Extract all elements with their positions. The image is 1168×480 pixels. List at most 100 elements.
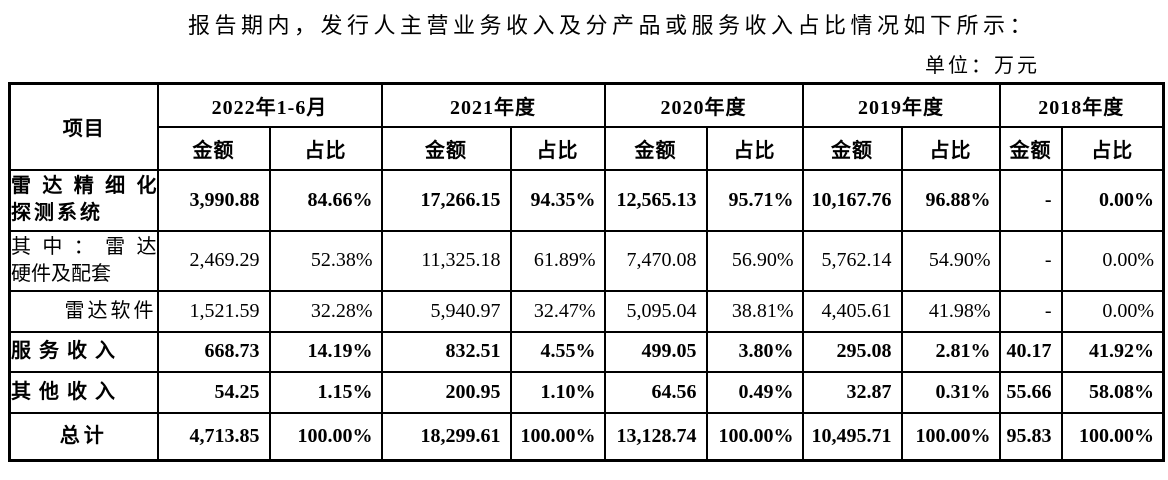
table-row-other-income: 其他收入 54.25 1.15% 200.95 1.10% 64.56 0.49… bbox=[8, 370, 1165, 414]
col-subheader-amount-2021: 金额 bbox=[380, 125, 512, 171]
ratio-cell: 38.81% bbox=[705, 289, 804, 333]
ratio-cell: 61.89% bbox=[509, 229, 606, 292]
row-label-line: 其中：雷达 bbox=[11, 235, 157, 258]
amount-cell: 5,940.97 bbox=[380, 289, 512, 333]
amount-cell: 32.87 bbox=[801, 370, 903, 414]
amount-cell: 832.51 bbox=[380, 330, 512, 373]
ratio-cell: 32.47% bbox=[509, 289, 606, 333]
ratio-cell: 2.81% bbox=[900, 330, 1001, 373]
col-subheader-amount-2018: 金额 bbox=[998, 125, 1063, 171]
table-row-total: 总计 4,713.85 100.00% 18,299.61 100.00% 13… bbox=[8, 411, 1165, 462]
col-subheader-ratio-2018: 占比 bbox=[1060, 125, 1165, 171]
ratio-cell: 54.90% bbox=[900, 229, 1001, 292]
ratio-cell: 100.00% bbox=[900, 411, 1001, 462]
amount-cell: 668.73 bbox=[156, 330, 271, 373]
ratio-cell: 3.80% bbox=[705, 330, 804, 373]
page-title: 报告期内，发行人主营业务收入及分产品或服务收入占比情况如下所示： bbox=[188, 13, 1037, 38]
ratio-cell: 94.35% bbox=[509, 168, 606, 232]
amount-cell: 295.08 bbox=[801, 330, 903, 373]
amount-cell: 13,128.74 bbox=[603, 411, 708, 462]
ratio-cell: 1.10% bbox=[509, 370, 606, 414]
ratio-cell: 100.00% bbox=[509, 411, 606, 462]
table-row-radar-hardware: 其中：雷达 硬件及配套 2,469.29 52.38% 11,325.18 61… bbox=[8, 229, 1165, 292]
row-label-line: 雷达精细化 bbox=[11, 175, 157, 197]
ratio-cell: 0.31% bbox=[900, 370, 1001, 414]
ratio-cell: 100.00% bbox=[705, 411, 804, 462]
row-label-line: 探测系统 bbox=[11, 202, 103, 224]
ratio-cell: 84.66% bbox=[268, 168, 383, 232]
table-row-service-income: 服务收入 668.73 14.19% 832.51 4.55% 499.05 3… bbox=[8, 330, 1165, 373]
ratio-cell: 41.98% bbox=[900, 289, 1001, 333]
revenue-table: 项目 2022年1-6月 2021年度 2020年度 2019年度 2018年度… bbox=[8, 82, 1166, 462]
col-subheader-amount-2022h1: 金额 bbox=[156, 125, 271, 171]
col-header-item: 项目 bbox=[8, 82, 159, 171]
amount-cell: 499.05 bbox=[603, 330, 708, 373]
ratio-cell: 100.00% bbox=[1060, 411, 1165, 462]
ratio-cell: 52.38% bbox=[268, 229, 383, 292]
col-subheader-amount-2019: 金额 bbox=[801, 125, 903, 171]
col-header-period-2018: 2018年度 bbox=[998, 82, 1165, 128]
ratio-cell: 32.28% bbox=[268, 289, 383, 333]
ratio-cell: 96.88% bbox=[900, 168, 1001, 232]
row-label-line: 总计 bbox=[59, 424, 108, 447]
col-header-period-2020: 2020年度 bbox=[603, 82, 804, 128]
ratio-cell: 1.15% bbox=[268, 370, 383, 414]
ratio-cell: 0.00% bbox=[1060, 168, 1165, 232]
amount-cell: 54.25 bbox=[156, 370, 271, 414]
row-label-line: 其他收入 bbox=[11, 380, 123, 403]
ratio-cell: 56.90% bbox=[705, 229, 804, 292]
amount-cell: 40.17 bbox=[998, 330, 1063, 373]
amount-cell: 10,495.71 bbox=[801, 411, 903, 462]
header-row-subcolumns: 金额 占比 金额 占比 金额 占比 金额 占比 金额 占比 bbox=[10, 125, 1165, 171]
col-subheader-ratio-2022h1: 占比 bbox=[268, 125, 383, 171]
row-label-line: 雷达软件 bbox=[64, 299, 157, 322]
amount-cell: 11,325.18 bbox=[380, 229, 512, 292]
row-label: 雷达精细化 探测系统 bbox=[8, 168, 159, 232]
amount-cell: 4,405.61 bbox=[801, 289, 903, 333]
table-row-radar-software: 雷达软件 1,521.59 32.28% 5,940.97 32.47% 5,0… bbox=[8, 289, 1165, 333]
ratio-cell: 41.92% bbox=[1060, 330, 1165, 373]
row-label: 其他收入 bbox=[8, 370, 159, 414]
amount-cell: 64.56 bbox=[603, 370, 708, 414]
col-header-period-2021: 2021年度 bbox=[380, 82, 606, 128]
row-label: 雷达软件 bbox=[8, 289, 159, 333]
amount-cell: 1,521.59 bbox=[156, 289, 271, 333]
amount-cell: 4,713.85 bbox=[156, 411, 271, 462]
amount-cell: - bbox=[998, 229, 1063, 292]
col-header-period-2022h1: 2022年1-6月 bbox=[156, 82, 383, 128]
table-row-radar-system: 雷达精细化 探测系统 3,990.88 84.66% 17,266.15 94.… bbox=[8, 168, 1165, 232]
unit-label: 单位：万元 bbox=[925, 55, 1040, 77]
amount-cell: - bbox=[998, 289, 1063, 333]
amount-cell: 5,095.04 bbox=[603, 289, 708, 333]
header-row-periods: 项目 2022年1-6月 2021年度 2020年度 2019年度 2018年度 bbox=[8, 82, 1165, 171]
col-subheader-amount-2020: 金额 bbox=[603, 125, 708, 171]
amount-cell: 3,990.88 bbox=[156, 168, 271, 232]
ratio-cell: 14.19% bbox=[268, 330, 383, 373]
col-header-period-2019: 2019年度 bbox=[801, 82, 1001, 128]
row-label: 总计 bbox=[8, 411, 159, 462]
amount-cell: 12,565.13 bbox=[603, 168, 708, 232]
ratio-cell: 100.00% bbox=[268, 411, 383, 462]
col-subheader-ratio-2020: 占比 bbox=[705, 125, 804, 171]
ratio-cell: 4.55% bbox=[509, 330, 606, 373]
row-label-line: 硬件及配套 bbox=[11, 262, 112, 285]
amount-cell: 200.95 bbox=[380, 370, 512, 414]
amount-cell: - bbox=[998, 168, 1063, 232]
ratio-cell: 0.00% bbox=[1060, 229, 1165, 292]
ratio-cell: 95.71% bbox=[705, 168, 804, 232]
amount-cell: 5,762.14 bbox=[801, 229, 903, 292]
amount-cell: 18,299.61 bbox=[380, 411, 512, 462]
amount-cell: 17,266.15 bbox=[380, 168, 512, 232]
ratio-cell: 58.08% bbox=[1060, 370, 1165, 414]
amount-cell: 95.83 bbox=[998, 411, 1063, 462]
amount-cell: 55.66 bbox=[998, 370, 1063, 414]
ratio-cell: 0.49% bbox=[705, 370, 804, 414]
row-label: 其中：雷达 硬件及配套 bbox=[8, 229, 159, 292]
amount-cell: 7,470.08 bbox=[603, 229, 708, 292]
col-subheader-ratio-2019: 占比 bbox=[900, 125, 1001, 171]
amount-cell: 2,469.29 bbox=[156, 229, 271, 292]
row-label: 服务收入 bbox=[8, 330, 159, 373]
amount-cell: 10,167.76 bbox=[801, 168, 903, 232]
row-label-line: 服务收入 bbox=[11, 340, 123, 362]
ratio-cell: 0.00% bbox=[1060, 289, 1165, 333]
